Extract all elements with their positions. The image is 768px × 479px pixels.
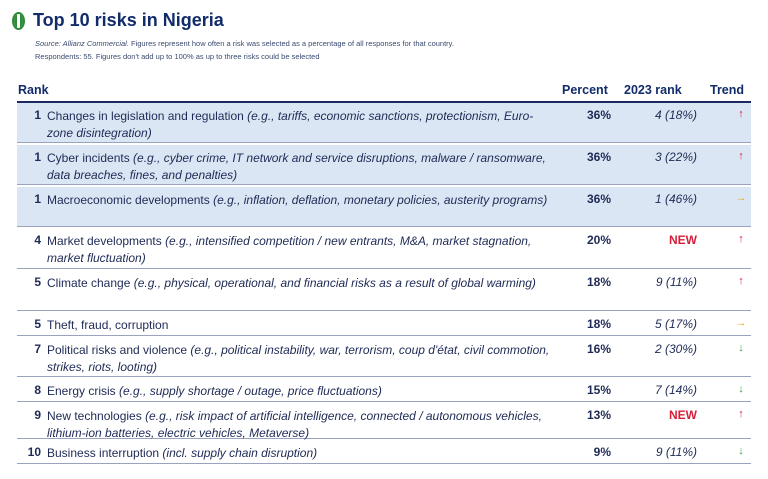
row-2023-rank: 9 (11%)	[655, 275, 697, 289]
row-percent: 16%	[586, 342, 611, 356]
row-rank: 1	[34, 150, 41, 164]
row-percent: 18%	[586, 317, 611, 331]
table-row: 4 Market developments (e.g., intensified…	[17, 228, 751, 269]
trend-up-icon: ↑	[738, 108, 744, 120]
table-header: Rank Percent 2023 rank Trend	[0, 82, 768, 100]
row-rank: 1	[34, 192, 41, 206]
row-2023-rank: 7 (14%)	[654, 383, 697, 397]
row-rank: 4	[34, 233, 41, 247]
row-risk-name: Climate change	[47, 276, 134, 290]
trend-down-icon: ↓	[738, 342, 744, 354]
row-percent: 36%	[586, 150, 611, 164]
nigeria-flag-icon	[12, 11, 25, 30]
header-trend: Trend	[710, 83, 745, 97]
row-2023-rank: 9 (11%)	[655, 445, 697, 459]
trend-up-icon: ↑	[738, 408, 744, 420]
table-row: 7 Political risks and violence (e.g., po…	[17, 337, 751, 377]
row-risk-name: New technologies	[47, 409, 146, 423]
row-2023-rank: NEW	[669, 233, 697, 247]
header-2023-rank: 2023 rank	[624, 83, 682, 97]
row-description: New technologies (e.g., risk impact of a…	[47, 408, 557, 442]
trend-up-icon: ↑	[738, 150, 744, 162]
row-rank: 1	[34, 108, 41, 122]
row-2023-rank: NEW	[669, 408, 697, 422]
row-examples: (e.g., supply shortage / outage, price f…	[119, 384, 382, 398]
source-note: Source: Allianz Commercial. Figures repr…	[35, 39, 454, 48]
row-percent: 13%	[586, 408, 611, 422]
row-examples: (incl. supply chain disruption)	[162, 446, 318, 460]
row-percent: 9%	[593, 445, 611, 459]
table-row: 5 Theft, fraud, corruption 18% 5 (17%) →	[17, 312, 751, 336]
row-2023-rank: 3 (22%)	[654, 150, 697, 164]
header-rank: Rank	[18, 83, 49, 97]
header-percent: Percent	[562, 83, 608, 97]
row-description: Theft, fraud, corruption	[47, 317, 557, 334]
row-examples: (e.g., cyber crime, IT network and servi…	[47, 151, 546, 182]
row-percent: 15%	[586, 383, 611, 397]
row-rank: 9	[34, 408, 41, 422]
trend-up-icon: ↑	[738, 233, 744, 245]
row-risk-name: Market developments	[47, 234, 166, 248]
row-examples: (e.g., political instability, war, terro…	[47, 343, 550, 374]
row-description: Political risks and violence (e.g., poli…	[47, 342, 557, 376]
trend-right-icon: →	[735, 192, 747, 204]
source-text: Figures represent how often a risk was s…	[128, 39, 454, 48]
row-risk-name: Macroeconomic developments	[47, 193, 214, 207]
row-risk-name: Changes in legislation and regulation	[47, 109, 248, 123]
row-2023-rank: 4 (18%)	[654, 108, 697, 122]
row-2023-rank: 5 (17%)	[654, 317, 697, 331]
row-rank: 5	[34, 275, 41, 289]
table-row: 10 Business interruption (incl. supply c…	[17, 440, 751, 464]
row-description: Energy crisis (e.g., supply shortage / o…	[47, 383, 557, 400]
row-percent: 20%	[586, 233, 611, 247]
row-description: Changes in legislation and regulation (e…	[47, 108, 557, 142]
row-examples: (e.g., tariffs, economic sanctions, prot…	[47, 109, 534, 140]
row-risk-name: Business interruption	[47, 446, 163, 460]
row-examples: (e.g., intensified competition / new ent…	[47, 234, 532, 265]
respondents-note: Respondents: 55. Figures don't add up to…	[35, 52, 320, 61]
row-percent: 36%	[586, 192, 611, 206]
source-label: Source: Allianz Commercial.	[35, 39, 129, 48]
row-risk-name: Energy crisis	[47, 384, 120, 398]
page-title: Top 10 risks in Nigeria	[33, 10, 224, 30]
row-rank: 8	[34, 383, 41, 397]
row-description: Market developments (e.g., intensified c…	[47, 233, 557, 267]
row-rank: 10	[27, 445, 41, 459]
table-row: 8 Energy crisis (e.g., supply shortage /…	[17, 378, 751, 402]
row-risk-name: Theft, fraud, corruption	[47, 318, 169, 332]
row-risk-name: Cyber incidents	[47, 151, 134, 165]
row-description: Cyber incidents (e.g., cyber crime, IT n…	[47, 150, 557, 184]
row-description: Business interruption (incl. supply chai…	[47, 445, 557, 462]
row-description: Macroeconomic developments (e.g., inflat…	[47, 192, 557, 209]
title-row: Top 10 risks in Nigeria	[12, 10, 224, 31]
row-percent: 18%	[586, 275, 611, 289]
table-row: 1 Cyber incidents (e.g., cyber crime, IT…	[17, 145, 751, 185]
table-row: 5 Climate change (e.g., physical, operat…	[17, 270, 751, 311]
row-2023-rank: 2 (30%)	[654, 342, 697, 356]
row-rank: 5	[34, 317, 41, 331]
table-row: 9 New technologies (e.g., risk impact of…	[17, 403, 751, 442]
row-rank: 7	[34, 342, 41, 356]
trend-up-icon: ↑	[738, 275, 744, 287]
header-rule	[17, 101, 751, 103]
row-examples: (e.g., physical, operational, and financ…	[133, 276, 536, 290]
row-examples: (e.g., inflation, deflation, monetary po…	[213, 193, 548, 207]
table-row: 1 Changes in legislation and regulation …	[17, 103, 751, 143]
row-risk-name: Political risks and violence	[47, 343, 191, 357]
row-description: Climate change (e.g., physical, operatio…	[47, 275, 557, 292]
row-2023-rank: 1 (46%)	[654, 192, 697, 206]
trend-down-icon: ↓	[738, 445, 744, 457]
row-examples: (e.g., risk impact of artificial intelli…	[47, 409, 542, 440]
trend-right-icon: →	[735, 317, 747, 329]
trend-down-icon: ↓	[738, 383, 744, 395]
table-row: 1 Macroeconomic developments (e.g., infl…	[17, 187, 751, 227]
row-percent: 36%	[586, 108, 611, 122]
